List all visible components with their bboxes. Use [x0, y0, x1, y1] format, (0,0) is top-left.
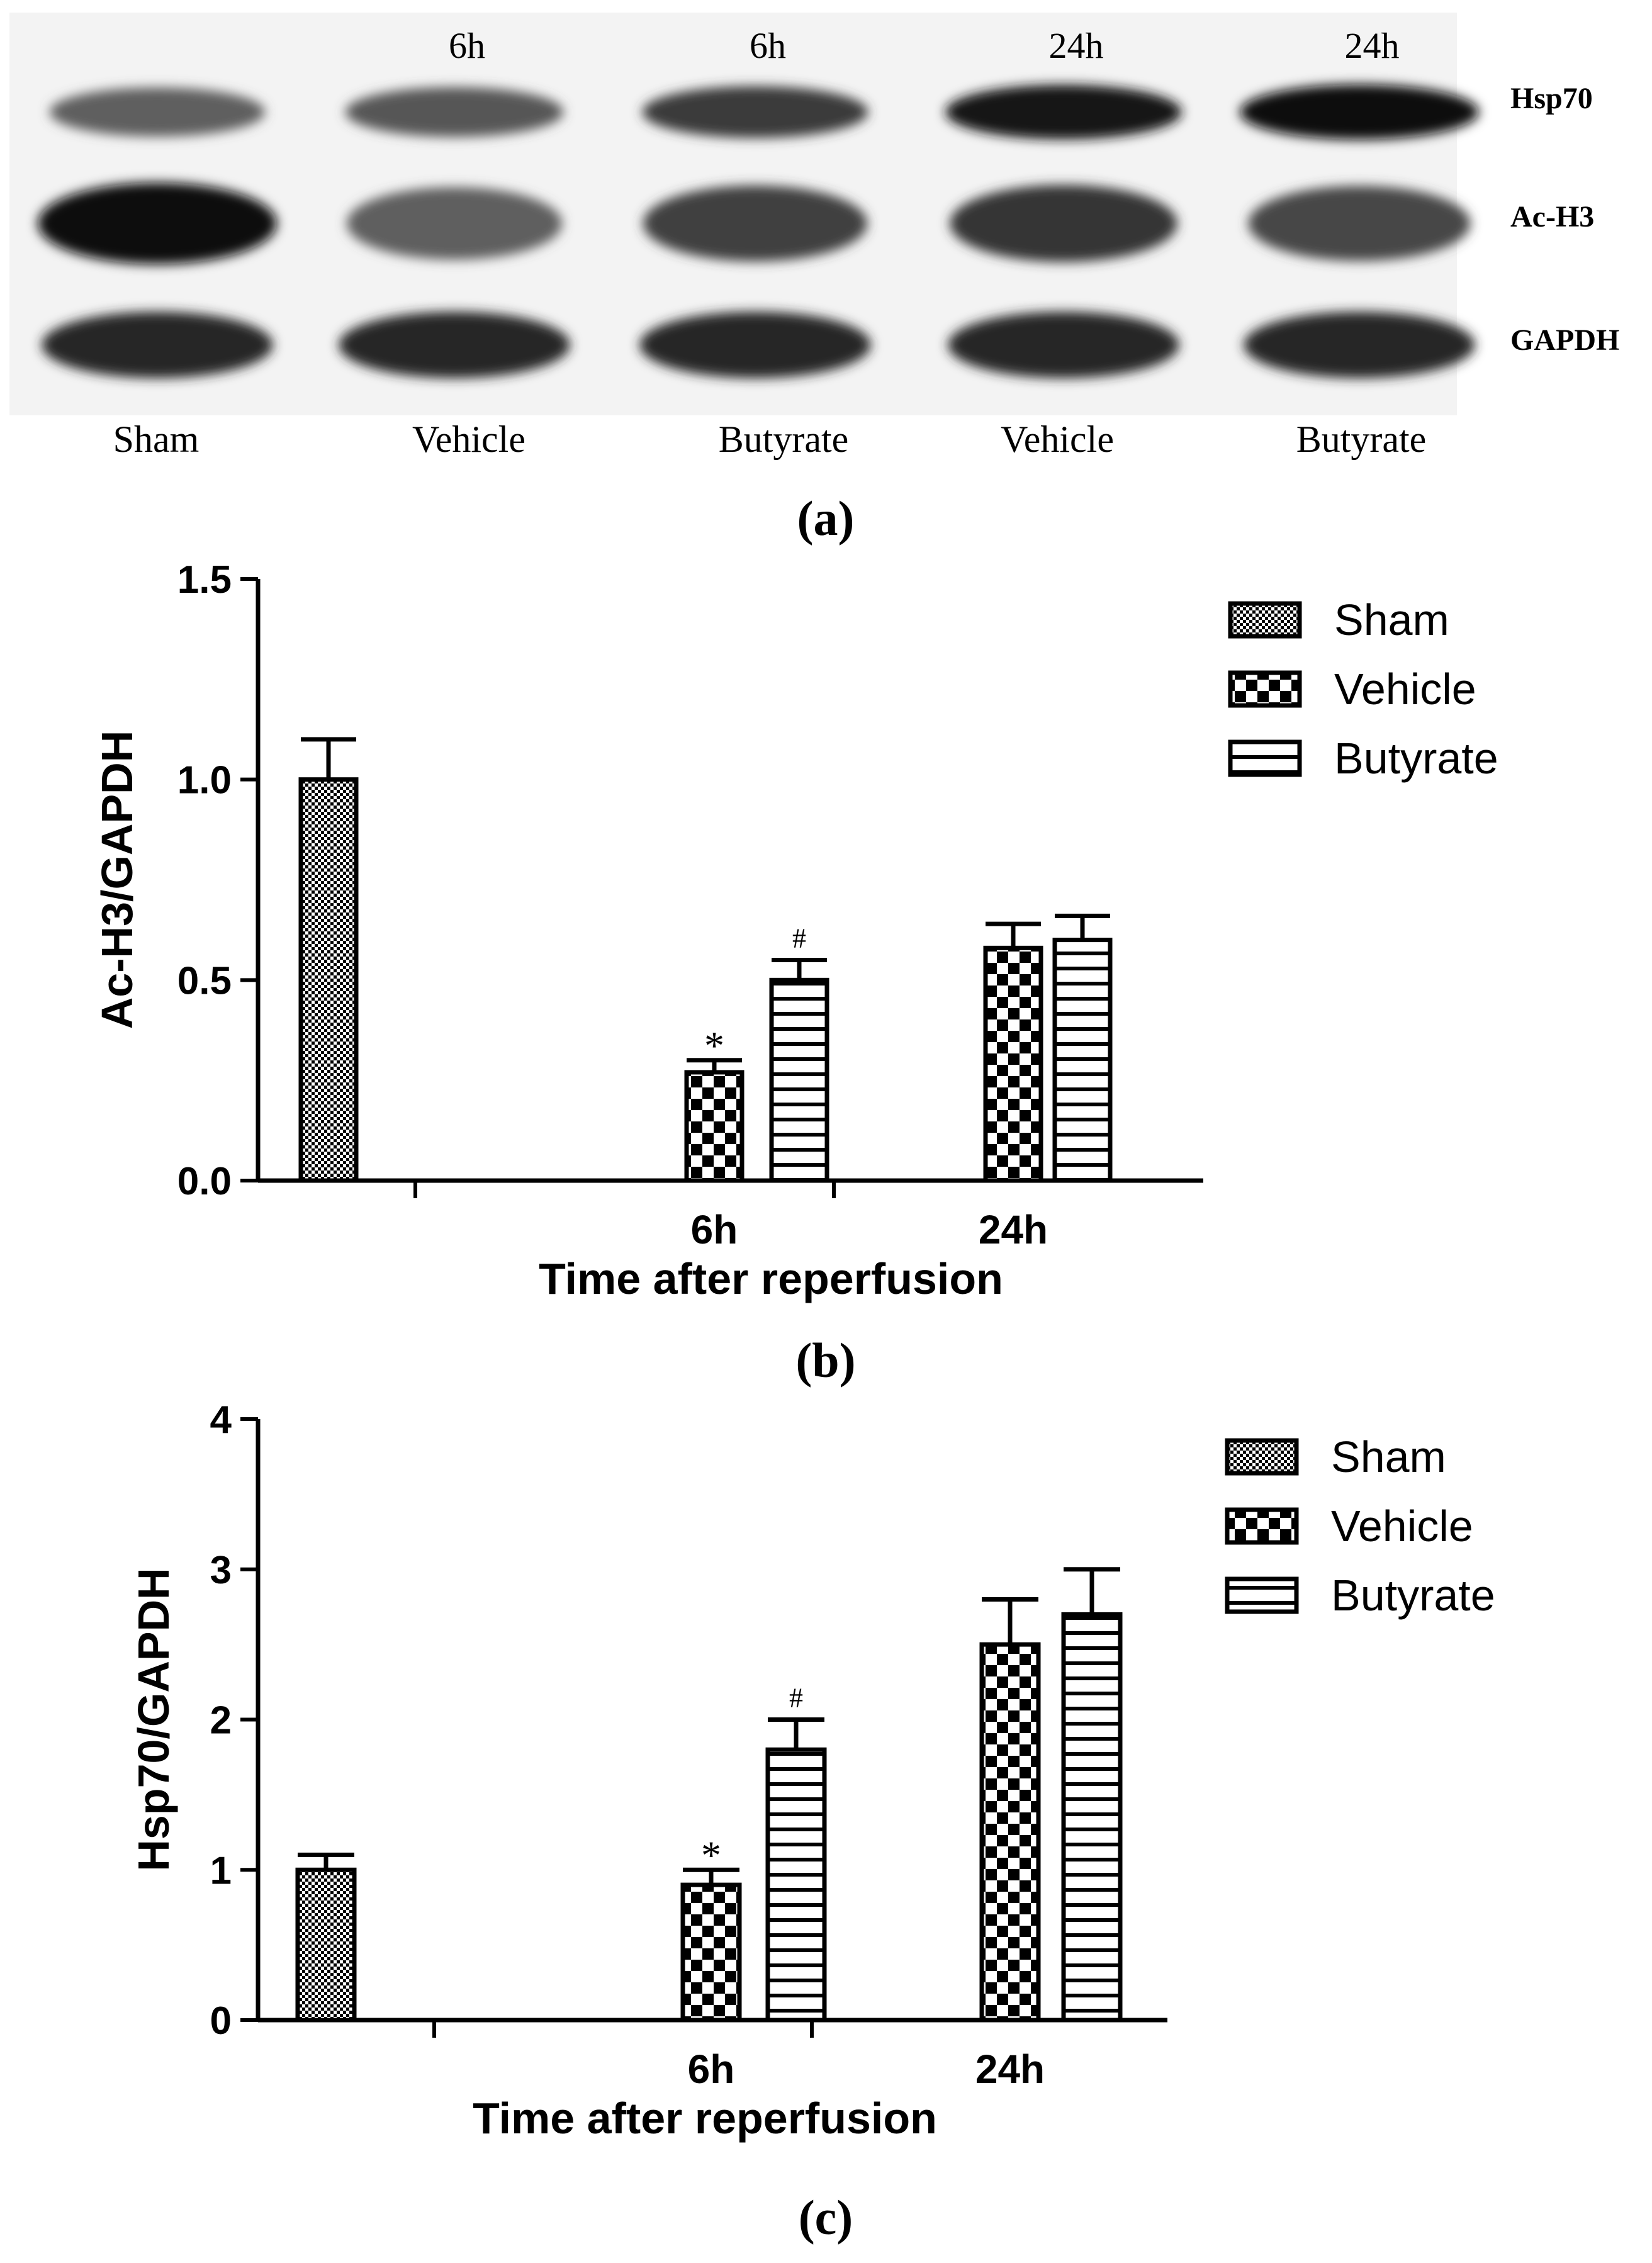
bar-butyrate-24h [1052, 938, 1113, 1183]
bar-sham-control [298, 777, 359, 1183]
bar-vehicle-6h [680, 1882, 742, 2023]
bar-sham-control [295, 1867, 357, 2023]
significance-marker: # [789, 1683, 803, 1714]
x-category-label: 6h [691, 1207, 738, 1252]
bar-butyrate-24h [1061, 1612, 1123, 2023]
legend-swatch-vehicle [1228, 670, 1302, 708]
blot-row-label-ac-h3: Ac-H3 [1510, 200, 1594, 233]
legend-label-sham: Sham [1331, 1432, 1446, 1481]
y-tick-label: 0.0 [177, 1160, 232, 1203]
chart-hsp70: 0 1 2 3 4 6h 24h Time after reperfusion Hsp70/GA… [129, 1398, 1495, 2143]
blot-timepoint-label: 24h [1345, 25, 1400, 66]
band-ac-h3-lane-5 [1248, 186, 1471, 261]
panel-label-a: (a) [797, 491, 855, 546]
blot-timepoint-label: 24h [1049, 25, 1104, 66]
blot-lane-label: Butyrate [1296, 418, 1427, 460]
legend-swatch-sham [1225, 1438, 1299, 1476]
blot-timepoint-label: 6h [750, 25, 786, 66]
y-tick-label: 0.5 [177, 959, 232, 1002]
legend-label-vehicle: Vehicle [1334, 665, 1476, 714]
band-hsp70-lane-4 [945, 84, 1182, 140]
legend-label-sham: Sham [1334, 595, 1449, 644]
panel-label-c: (c) [799, 2190, 853, 2245]
band-hsp70-lane-2 [345, 87, 564, 137]
band-ac-h3-lane-2 [346, 187, 563, 260]
legend-label-butyrate: Butyrate [1331, 1571, 1495, 1620]
legend-swatch-butyrate [1225, 1576, 1299, 1614]
band-gapdh-lane-4 [948, 312, 1179, 378]
y-tick-label: 0 [210, 1999, 232, 2043]
y-axis-title: Hsp70/GAPDH [129, 1568, 178, 1871]
bar-vehicle-24h [983, 945, 1043, 1183]
bar-vehicle-6h [684, 1070, 745, 1183]
band-gapdh-lane-1 [42, 312, 273, 378]
significance-marker: * [704, 1023, 724, 1068]
band-hsp70-lane-1 [49, 87, 266, 137]
blot-lane-label: Vehicle [1001, 418, 1114, 460]
y-tick-label: 1.0 [177, 759, 232, 802]
x-axis-title: Time after reperfusion [539, 1254, 1003, 1303]
blot-lane-label: Vehicle [412, 418, 525, 460]
y-axis-title: Ac-H3/GAPDH [93, 731, 142, 1030]
y-tick-label: 2 [210, 1699, 232, 1743]
band-gapdh-lane-3 [639, 312, 871, 378]
band-hsp70-lane-3 [642, 86, 868, 138]
legend-label-vehicle: Vehicle [1331, 1502, 1473, 1551]
legend-label-butyrate: Butyrate [1334, 734, 1498, 783]
panel-label-b: (b) [795, 1333, 855, 1388]
x-category-label: 24h [975, 2047, 1045, 2092]
x-category-label: 6h [688, 2047, 735, 2092]
legend-swatch-butyrate [1228, 739, 1302, 777]
band-gapdh-lane-2 [339, 312, 570, 378]
western-blot: 6h 6h 24h 24h Hsp70 Ac-H3 GAPDH Sham Vehicle Bu… [9, 13, 1619, 460]
y-tick-label: 3 [210, 1549, 232, 1592]
y-tick-label: 1.5 [177, 558, 232, 602]
bar-vehicle-24h [979, 1642, 1041, 2023]
blot-row-label-hsp70: Hsp70 [1510, 82, 1593, 115]
legend-swatch-sham [1228, 601, 1302, 639]
y-tick-label: 1 [210, 1849, 232, 1892]
band-ac-h3-lane-4 [950, 184, 1177, 262]
significance-marker: # [792, 923, 806, 953]
legend-swatch-vehicle [1225, 1507, 1299, 1545]
bar-butyrate-6h [769, 977, 829, 1183]
x-category-label: 24h [979, 1207, 1048, 1252]
x-axis-title: Time after reperfusion [473, 2094, 937, 2143]
bar-butyrate-6h [765, 1747, 827, 2023]
significance-marker: * [701, 1833, 721, 1877]
y-tick-label: 4 [210, 1398, 232, 1442]
band-gapdh-lane-5 [1244, 312, 1475, 378]
blot-timepoint-label: 6h [449, 25, 485, 66]
band-ac-h3-lane-3 [643, 185, 868, 262]
blot-row-label-gapdh: GAPDH [1510, 323, 1619, 357]
band-hsp70-lane-5 [1240, 84, 1479, 140]
band-ac-h3-lane-1 [38, 182, 277, 264]
blot-lane-label: Butyrate [719, 418, 849, 460]
blot-lane-label: Sham [113, 418, 199, 460]
